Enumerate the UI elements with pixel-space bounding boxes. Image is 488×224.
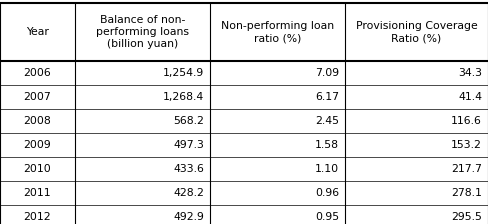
Text: 295.5: 295.5	[451, 212, 482, 222]
Text: 6.17: 6.17	[315, 92, 339, 102]
Text: 1,268.4: 1,268.4	[163, 92, 204, 102]
Text: 2007: 2007	[23, 92, 51, 102]
Text: 433.6: 433.6	[173, 164, 204, 174]
Text: 7.09: 7.09	[315, 68, 339, 78]
Text: Year: Year	[26, 27, 49, 37]
Text: 0.96: 0.96	[315, 188, 339, 198]
Text: 41.4: 41.4	[458, 92, 482, 102]
Text: 2011: 2011	[24, 188, 51, 198]
Text: 2012: 2012	[24, 212, 51, 222]
Text: 2006: 2006	[23, 68, 51, 78]
Text: Balance of non-
performing loans
(billion yuan): Balance of non- performing loans (billio…	[96, 15, 189, 50]
Text: 428.2: 428.2	[173, 188, 204, 198]
Text: 2010: 2010	[23, 164, 51, 174]
Text: 1,254.9: 1,254.9	[163, 68, 204, 78]
Text: 568.2: 568.2	[173, 116, 204, 126]
Text: 1.10: 1.10	[315, 164, 339, 174]
Text: Non-performing loan
ratio (%): Non-performing loan ratio (%)	[221, 21, 334, 43]
Text: 2008: 2008	[23, 116, 51, 126]
Text: 1.58: 1.58	[315, 140, 339, 150]
Text: Provisioning Coverage
Ratio (%): Provisioning Coverage Ratio (%)	[356, 21, 477, 43]
Text: 2.45: 2.45	[315, 116, 339, 126]
Text: 217.7: 217.7	[451, 164, 482, 174]
Text: 153.2: 153.2	[451, 140, 482, 150]
Text: 0.95: 0.95	[315, 212, 339, 222]
Text: 492.9: 492.9	[173, 212, 204, 222]
Text: 497.3: 497.3	[173, 140, 204, 150]
Text: 2009: 2009	[23, 140, 51, 150]
Text: 116.6: 116.6	[451, 116, 482, 126]
Text: 278.1: 278.1	[451, 188, 482, 198]
Text: 34.3: 34.3	[458, 68, 482, 78]
